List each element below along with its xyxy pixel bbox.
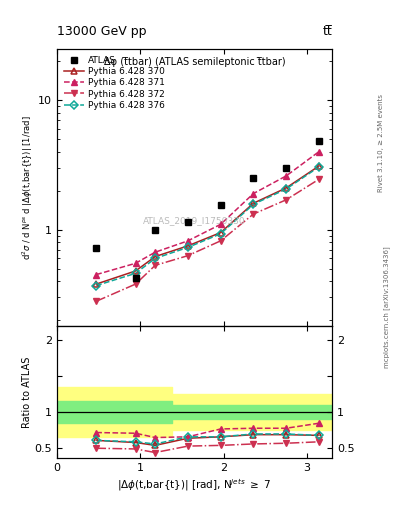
Y-axis label: d$^2\sigma$ / d N$^{ps}$ d |$\Delta\phi$(t,bar{t})| [1/rad]: d$^2\sigma$ / d N$^{ps}$ d |$\Delta\phi$…	[21, 115, 35, 260]
ATLAS	[185, 219, 190, 225]
ATLAS	[251, 175, 256, 181]
Y-axis label: Ratio to ATLAS: Ratio to ATLAS	[22, 356, 32, 428]
Line: ATLAS: ATLAS	[93, 138, 322, 282]
Text: Rivet 3.1.10, ≥ 2.5M events: Rivet 3.1.10, ≥ 2.5M events	[378, 94, 384, 193]
ATLAS	[316, 138, 321, 144]
Text: Δφ (t̅tbar) (ATLAS semileptonic t̅tbar): Δφ (t̅tbar) (ATLAS semileptonic t̅tbar)	[104, 57, 285, 67]
Text: ATLAS_2019_I1750330: ATLAS_2019_I1750330	[143, 216, 246, 225]
ATLAS	[153, 227, 158, 233]
ATLAS	[133, 275, 138, 282]
Text: mcplots.cern.ch [arXiv:1306.3436]: mcplots.cern.ch [arXiv:1306.3436]	[384, 246, 391, 368]
ATLAS	[94, 245, 99, 251]
Text: tt̅: tt̅	[322, 26, 332, 38]
X-axis label: |$\Delta\phi$(t,bar{t})| [rad], N$^{jets}$ $\geq$ 7: |$\Delta\phi$(t,bar{t})| [rad], N$^{jets…	[118, 477, 272, 493]
ATLAS	[284, 165, 288, 171]
Legend: ATLAS, Pythia 6.428 370, Pythia 6.428 371, Pythia 6.428 372, Pythia 6.428 376: ATLAS, Pythia 6.428 370, Pythia 6.428 37…	[61, 53, 167, 113]
ATLAS	[219, 202, 223, 208]
Text: 13000 GeV pp: 13000 GeV pp	[57, 26, 147, 38]
